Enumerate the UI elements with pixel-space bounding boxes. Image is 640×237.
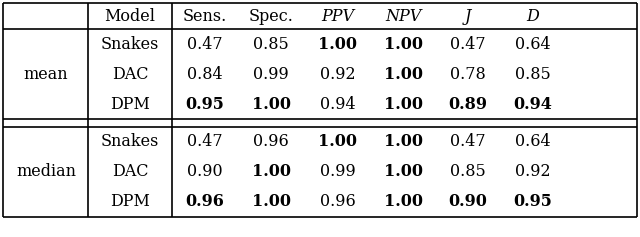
Text: 0.47: 0.47: [450, 36, 486, 53]
Text: 1.00: 1.00: [319, 133, 358, 150]
Text: 1.00: 1.00: [252, 193, 291, 210]
Text: 1.00: 1.00: [252, 96, 291, 113]
Text: 0.99: 0.99: [253, 65, 289, 82]
Text: J: J: [465, 8, 471, 24]
Text: DPM: DPM: [110, 96, 150, 113]
Text: Snakes: Snakes: [101, 36, 159, 53]
Text: 0.96: 0.96: [253, 133, 289, 150]
Text: 0.64: 0.64: [515, 133, 551, 150]
Text: 0.89: 0.89: [449, 96, 488, 113]
Text: median: median: [16, 164, 76, 181]
Text: 0.94: 0.94: [513, 96, 552, 113]
Text: 1.00: 1.00: [319, 36, 358, 53]
Text: 0.90: 0.90: [449, 193, 488, 210]
Text: mean: mean: [24, 65, 68, 82]
Text: DAC: DAC: [112, 164, 148, 181]
Text: Model: Model: [104, 8, 156, 24]
Text: 0.78: 0.78: [450, 65, 486, 82]
Text: 1.00: 1.00: [383, 133, 422, 150]
Text: Snakes: Snakes: [101, 133, 159, 150]
Text: 0.85: 0.85: [253, 36, 289, 53]
Text: DAC: DAC: [112, 65, 148, 82]
Text: 1.00: 1.00: [383, 96, 422, 113]
Text: 0.84: 0.84: [187, 65, 223, 82]
Text: 0.85: 0.85: [515, 65, 551, 82]
Text: 0.94: 0.94: [320, 96, 356, 113]
Text: 0.85: 0.85: [450, 164, 486, 181]
Text: 0.96: 0.96: [186, 193, 225, 210]
Text: 0.92: 0.92: [320, 65, 356, 82]
Text: 0.92: 0.92: [515, 164, 551, 181]
Text: Spec.: Spec.: [248, 8, 293, 24]
Text: 0.64: 0.64: [515, 36, 551, 53]
Text: 0.47: 0.47: [450, 133, 486, 150]
Text: 1.00: 1.00: [252, 164, 291, 181]
Text: 0.99: 0.99: [320, 164, 356, 181]
Text: D: D: [527, 8, 540, 24]
Text: DPM: DPM: [110, 193, 150, 210]
Text: 0.90: 0.90: [187, 164, 223, 181]
Text: 1.00: 1.00: [383, 65, 422, 82]
Text: PPV: PPV: [321, 8, 355, 24]
Text: Sens.: Sens.: [183, 8, 227, 24]
Text: 0.95: 0.95: [513, 193, 552, 210]
Text: 0.95: 0.95: [186, 96, 225, 113]
Text: 0.96: 0.96: [320, 193, 356, 210]
Text: NPV: NPV: [385, 8, 421, 24]
Text: 1.00: 1.00: [383, 164, 422, 181]
Text: 0.47: 0.47: [187, 36, 223, 53]
Text: 0.47: 0.47: [187, 133, 223, 150]
Text: 1.00: 1.00: [383, 193, 422, 210]
Text: 1.00: 1.00: [383, 36, 422, 53]
